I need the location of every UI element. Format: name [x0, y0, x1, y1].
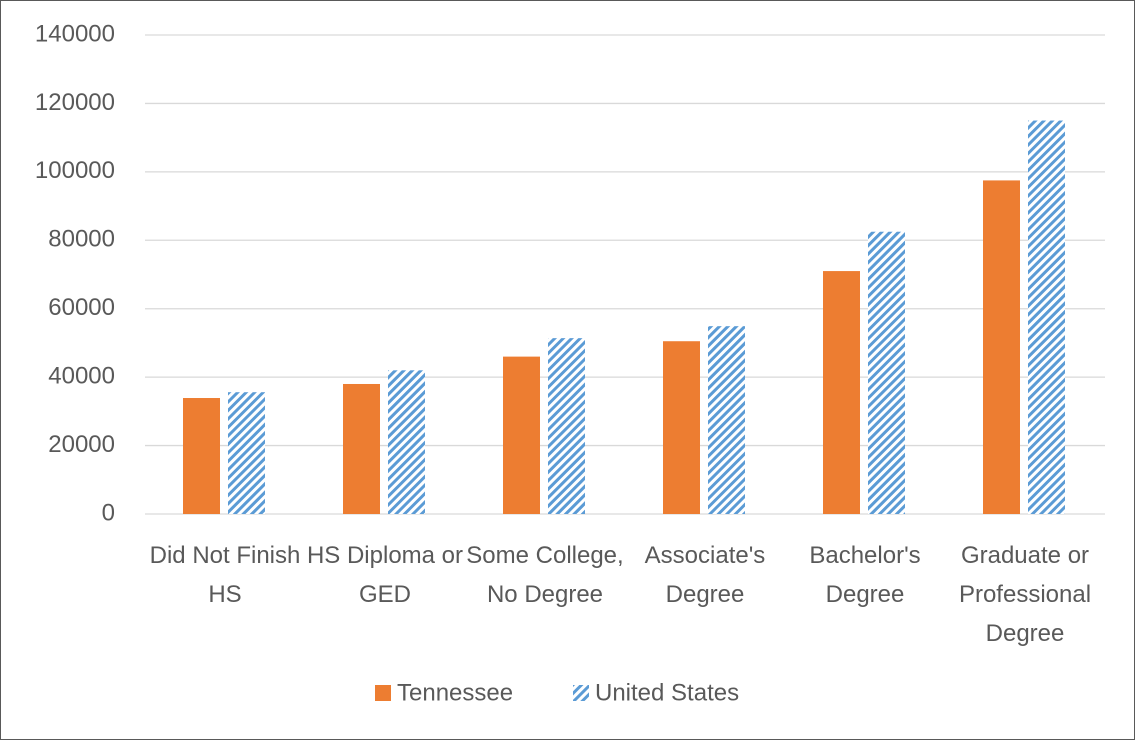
x-tick-label: Graduate or Professional Degree — [958, 542, 1092, 647]
y-tick-label: 120000 — [35, 89, 115, 116]
bar — [1028, 120, 1065, 515]
bar — [868, 231, 905, 514]
x-tick-label: Did Not Finish HS — [149, 542, 301, 608]
y-tick-label: 0 — [102, 499, 115, 526]
bar — [388, 370, 425, 514]
x-tick-label: HS Diploma or GED — [306, 542, 464, 608]
bar — [548, 338, 585, 514]
y-tick-label: 60000 — [48, 294, 115, 321]
y-tick-label: 100000 — [35, 157, 115, 184]
bar — [823, 271, 860, 514]
x-tick-label: Some College, No Degree — [466, 542, 624, 608]
bar — [983, 180, 1020, 515]
x-tick-label: Bachelor's Degree — [809, 542, 921, 608]
bar — [503, 356, 540, 514]
legend-swatch — [375, 685, 391, 701]
bar — [183, 398, 220, 514]
y-tick-label: 140000 — [35, 20, 115, 47]
y-tick-label: 40000 — [48, 362, 115, 389]
x-tick-label: Associate's Degree — [644, 542, 766, 608]
bar — [663, 341, 700, 514]
y-tick-label: 20000 — [48, 431, 115, 458]
bar — [343, 383, 380, 514]
legend-swatch — [573, 685, 589, 701]
legend-label: Tennessee — [397, 679, 513, 706]
legend-label: United States — [595, 679, 739, 706]
y-tick-label: 80000 — [48, 226, 115, 253]
bar — [228, 392, 265, 514]
bar — [708, 326, 745, 514]
